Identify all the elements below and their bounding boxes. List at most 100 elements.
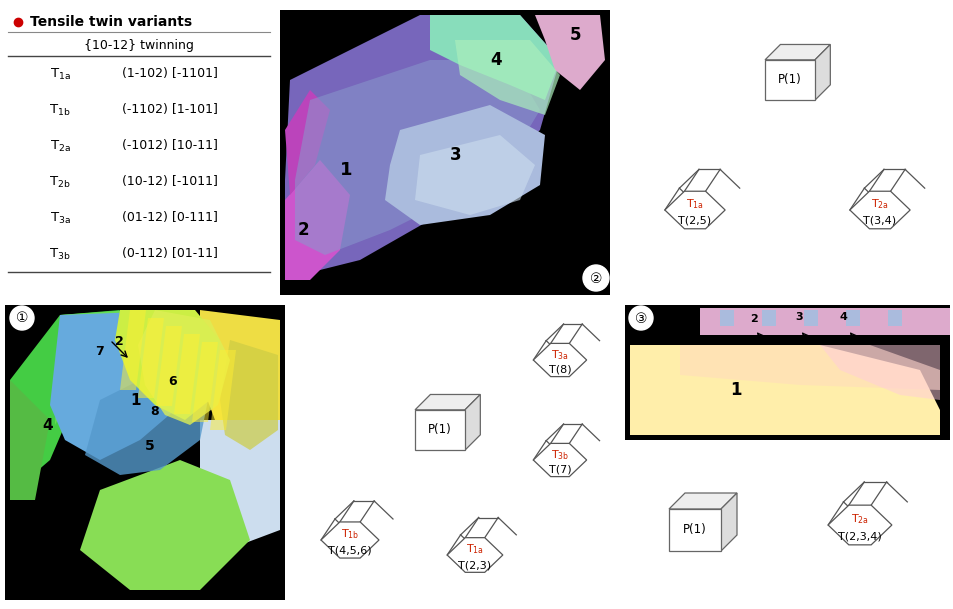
Polygon shape [192,342,218,422]
Text: T(2,3): T(2,3) [458,560,491,570]
Polygon shape [115,310,220,420]
Text: (01-12) [0-111]: (01-12) [0-111] [122,211,217,225]
Text: $\mathrm{T_{2a}}$: $\mathrm{T_{2a}}$ [50,138,71,153]
Circle shape [582,265,608,291]
Text: ①: ① [16,311,29,325]
Polygon shape [285,160,350,280]
Text: T(8): T(8) [548,365,571,375]
Polygon shape [664,191,724,229]
Text: $\mathrm{T_{2a}}$: $\mathrm{T_{2a}}$ [870,197,888,211]
Polygon shape [5,305,285,600]
Polygon shape [761,310,775,326]
Polygon shape [820,345,939,400]
Polygon shape [533,343,586,376]
Polygon shape [200,310,280,440]
Text: 5: 5 [569,26,581,44]
Text: $\mathrm{T_{1a}}$: $\mathrm{T_{1a}}$ [685,197,703,211]
Polygon shape [10,310,120,490]
Polygon shape [764,44,829,60]
Polygon shape [827,505,891,545]
Polygon shape [85,360,210,475]
Text: 6: 6 [168,375,176,388]
Text: T(2,5): T(2,5) [678,216,711,226]
Text: 7: 7 [95,345,104,358]
Polygon shape [138,318,164,398]
Polygon shape [887,310,901,326]
Polygon shape [629,345,939,435]
Text: $\mathrm{T_{1a}}$: $\mathrm{T_{1a}}$ [465,543,483,557]
Polygon shape [80,460,250,590]
Polygon shape [533,443,586,477]
Polygon shape [415,135,535,215]
Polygon shape [845,310,859,326]
Text: 1: 1 [729,381,740,399]
Polygon shape [764,60,814,100]
Text: $\mathrm{T_{3a}}$: $\mathrm{T_{3a}}$ [551,348,568,362]
Text: {10-12} twinning: {10-12} twinning [84,40,193,52]
Text: 3: 3 [245,573,255,588]
Text: Tensile twin variants: Tensile twin variants [30,15,192,29]
Polygon shape [50,310,200,460]
Polygon shape [156,326,182,406]
Text: 4: 4 [490,51,501,69]
Text: ②: ② [589,272,601,286]
Polygon shape [668,509,720,551]
Text: $\mathrm{T_{3a}}$: $\mathrm{T_{3a}}$ [50,211,71,225]
Text: (-1012) [10-11]: (-1012) [10-11] [122,139,217,152]
Circle shape [10,306,34,330]
Text: 3: 3 [450,146,461,164]
Polygon shape [320,522,378,558]
Text: T(2,3,4): T(2,3,4) [838,532,881,541]
Text: $\mathrm{T_{2b}}$: $\mathrm{T_{2b}}$ [50,174,71,189]
Text: P(1): P(1) [428,423,452,437]
Text: 4: 4 [840,312,847,322]
Text: P(1): P(1) [682,524,706,537]
Text: 5: 5 [145,439,154,453]
Text: (0-112) [01-11]: (0-112) [01-11] [122,247,217,261]
Text: (-1102) [1-101]: (-1102) [1-101] [122,104,217,116]
Text: (1-102) [-1101]: (1-102) [-1101] [122,68,217,80]
Text: 3: 3 [794,312,801,322]
Text: $\mathrm{T_{1b}}$: $\mathrm{T_{1b}}$ [50,102,71,118]
Text: $\mathrm{T_{3b}}$: $\mathrm{T_{3b}}$ [550,448,569,462]
Text: (10-12) [-1011]: (10-12) [-1011] [122,175,217,189]
Polygon shape [668,493,737,509]
Polygon shape [535,15,604,90]
Polygon shape [849,191,909,229]
Polygon shape [415,395,479,410]
Polygon shape [720,310,733,326]
Text: $\mathrm{T_{1a}}$: $\mathrm{T_{1a}}$ [50,66,71,82]
Polygon shape [173,334,200,414]
Polygon shape [385,105,544,225]
Text: 2: 2 [297,221,310,239]
Polygon shape [624,305,949,440]
Polygon shape [210,350,235,430]
Polygon shape [720,493,737,551]
Text: 2: 2 [115,335,124,348]
Polygon shape [10,380,50,500]
Polygon shape [200,420,280,545]
Polygon shape [55,310,130,425]
Polygon shape [430,15,559,100]
Polygon shape [679,345,939,390]
Polygon shape [220,340,277,450]
Polygon shape [814,44,829,100]
Circle shape [628,306,652,330]
Polygon shape [138,310,230,425]
Text: $\mathrm{T_{3b}}$: $\mathrm{T_{3b}}$ [50,247,71,261]
Text: 1: 1 [130,393,140,408]
Text: 2: 2 [749,314,757,324]
Polygon shape [447,538,502,572]
Text: $\mathrm{T_{1b}}$: $\mathrm{T_{1b}}$ [340,527,358,541]
Polygon shape [280,10,609,295]
Text: 8: 8 [150,405,158,418]
Text: T(3,4): T(3,4) [862,216,896,226]
Text: P(1): P(1) [778,74,801,86]
Text: $\mathrm{T_{2a}}$: $\mathrm{T_{2a}}$ [850,512,868,526]
Polygon shape [803,310,817,326]
Text: T(4,5,6): T(4,5,6) [328,546,372,555]
Polygon shape [120,310,146,390]
Polygon shape [700,308,949,335]
Text: T(7): T(7) [548,465,571,474]
Text: 1: 1 [339,161,352,179]
